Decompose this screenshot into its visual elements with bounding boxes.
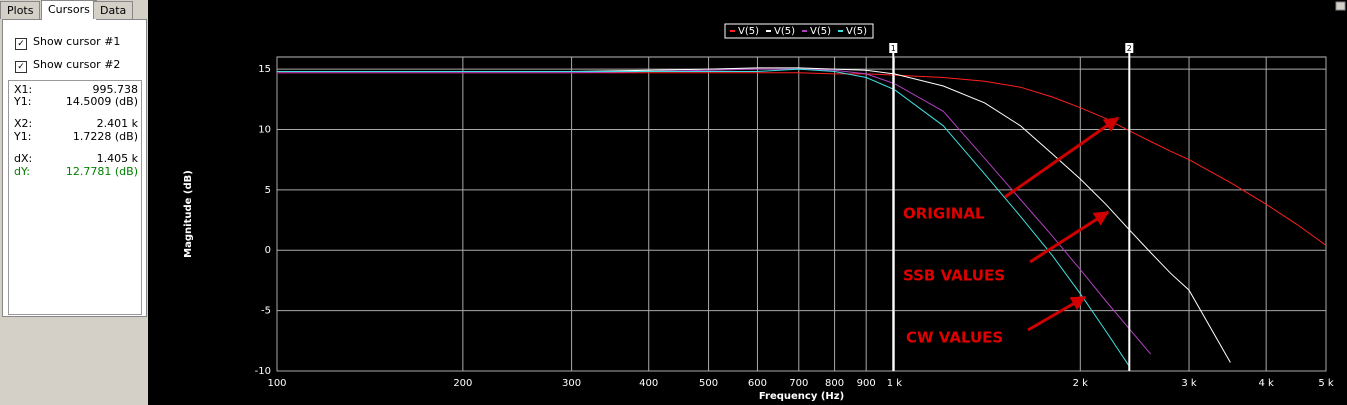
x-tick-label: 2 k: [1073, 378, 1089, 389]
readout-label: dY:: [14, 165, 30, 178]
x-tick-label: 4 k: [1258, 378, 1274, 389]
y-tick-label: 10: [258, 124, 271, 135]
x-tick-label: 5 k: [1318, 378, 1334, 389]
cursor-label: 2: [1127, 44, 1132, 53]
annotation: SSB VALUES: [903, 267, 1005, 285]
tab[interactable]: Cursors: [41, 0, 97, 20]
cursor-panel: ✓ Show cursor #1 ✓ Show cursor #2 X1: 995.738…: [2, 19, 147, 317]
series-line: [277, 67, 1231, 363]
x-tick-label: 900: [857, 378, 876, 389]
y-tick-label: 5: [265, 185, 271, 196]
y-tick-label: -5: [261, 306, 271, 317]
chart: -10 -5 0 5 10 15 100 200 300 400 500 600 700 800 900 1 …: [183, 1, 1346, 402]
y-tick-label: 15: [258, 64, 271, 75]
legend-label: V(5): [774, 26, 795, 37]
readout-value: 12.7781 (dB): [65, 165, 138, 178]
readout-value: 1.405 k: [96, 152, 138, 165]
checkbox-row[interactable]: ✓ Show cursor #1: [15, 35, 120, 50]
x-tick-label: 200: [453, 378, 472, 389]
side-panel: ✓ Show cursor #1 ✓ Show cursor #2 X1: 995.738…: [0, 0, 148, 405]
x-tick-label: 700: [789, 378, 808, 389]
x-tick-label: 300: [562, 378, 581, 389]
series-line: [277, 68, 1130, 367]
legend-label: V(5): [738, 26, 759, 37]
series-line: [277, 72, 1327, 246]
legend-label: V(5): [846, 26, 867, 37]
x-tick-label: 600: [748, 378, 767, 389]
readout-value: 2.401 k: [96, 117, 138, 130]
x-tick-label: 400: [639, 378, 658, 389]
y-tick-label: -10: [255, 366, 271, 377]
readout-label: X1:: [14, 83, 33, 96]
tab[interactable]: Plots: [0, 1, 41, 19]
annotation: ORIGINAL: [903, 205, 985, 223]
tab[interactable]: Data: [93, 1, 134, 19]
readout-label: dX:: [14, 152, 33, 165]
annotation: CW VALUES: [906, 329, 1003, 347]
cursor-flag: [1125, 43, 1134, 53]
readout-label: X2:: [14, 117, 33, 130]
window-button[interactable]: [1335, 1, 1346, 11]
x-axis-label: Frequency (Hz): [759, 391, 844, 402]
x-tick-label: 500: [699, 378, 718, 389]
readout-box: X1: 995.738 Y1: 14.5009 (dB) X2: 2.401 k Y1: 1.…: [8, 80, 142, 315]
checkbox-row[interactable]: ✓ Show cursor #2: [15, 58, 120, 73]
y-tick-label: 0: [265, 245, 271, 256]
checkbox-label: Show cursor #1: [33, 35, 121, 48]
checkbox[interactable]: ✓: [15, 61, 27, 73]
x-tick-label: 1 k: [887, 378, 903, 389]
legend-box: [724, 23, 874, 39]
plot-area: [276, 56, 1327, 372]
x-tick-label: 3 k: [1181, 378, 1197, 389]
checkbox-label: Show cursor #2: [33, 58, 121, 71]
x-tick-label: 100: [267, 378, 286, 389]
checkbox[interactable]: ✓: [15, 38, 27, 50]
readout-label: Y1:: [14, 95, 32, 108]
readout-value: 14.5009 (dB): [65, 95, 138, 108]
readout-label: Y1:: [14, 130, 32, 143]
cursor-label: 1: [891, 44, 896, 53]
legend-label: V(5): [810, 26, 831, 37]
cursor-flag: [889, 43, 898, 53]
readout-value: 1.7228 (dB): [72, 130, 138, 143]
y-axis-label: Magnitude (dB): [183, 170, 194, 258]
readout-value: 995.738: [92, 83, 139, 96]
x-tick-label: 800: [825, 378, 844, 389]
annotation-arrow: [1004, 116, 1120, 199]
annotation-arrow: [1027, 295, 1087, 332]
annotation-arrow: [1029, 210, 1110, 264]
